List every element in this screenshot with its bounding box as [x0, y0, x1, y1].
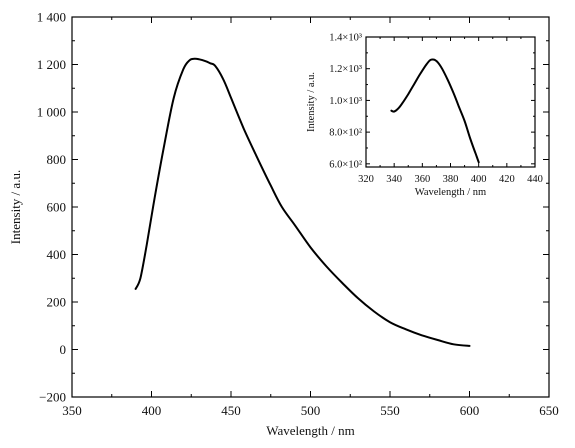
x-tick-label: 600: [460, 403, 480, 418]
inset-y-tick-label: 1.0×10³: [329, 96, 362, 107]
inset-y-tick-label: 1.4×10³: [329, 33, 362, 44]
inset-plot-frame: [365, 36, 536, 168]
inset-x-tick-label: 420: [499, 174, 515, 185]
x-axis-title: Wavelength / nm: [266, 423, 355, 438]
inset-x-tick-label: 320: [358, 174, 374, 185]
inset-series-line: [390, 58, 480, 164]
y-tick-label: 1 400: [37, 10, 66, 25]
y-axis-title: Intensity / a.u.: [8, 170, 23, 244]
y-tick-label: 600: [47, 200, 67, 215]
inset-plot: 320 340 360 380 400 420 440 6.0×10² 8.0×10² 1.0×1…: [306, 33, 543, 199]
inset-x-tick-label: 440: [527, 174, 543, 185]
y-tick-label: 200: [47, 295, 67, 310]
inset-x-tick-label: 360: [414, 174, 430, 185]
x-tick-label: 400: [142, 403, 162, 418]
inset-y-tick-label: 6.0×10²: [329, 159, 362, 170]
y-tick-label: 800: [47, 152, 67, 167]
y-tick-label: −200: [39, 390, 66, 405]
x-tick-label: 450: [221, 403, 241, 418]
x-tick-label: 650: [539, 403, 559, 418]
inset-x-axis-title: Wavelength / nm: [415, 187, 486, 198]
x-tick-label: 350: [62, 403, 82, 418]
x-tick-label: 550: [380, 403, 400, 418]
inset-x-tick-label: 340: [386, 174, 402, 185]
y-tick-label: 0: [60, 342, 67, 357]
inset-x-tick-label: 400: [471, 174, 487, 185]
inset-y-tick-label: 8.0×10²: [329, 128, 362, 139]
y-tick-label: 1 200: [37, 57, 66, 72]
y-tick-label: 400: [47, 247, 67, 262]
inset-y-axis-title: Intensity / a.u.: [306, 72, 317, 132]
y-tick-label: 1 000: [37, 105, 66, 120]
inset-x-tick-label: 380: [443, 174, 459, 185]
series-line: [134, 57, 471, 347]
main-plot: 350 400 450 500 550 600 650 −200 0 200 400 600 800 1 …: [8, 10, 559, 439]
inset-y-tick-label: 1.2×10³: [329, 64, 362, 75]
x-tick-label: 500: [301, 403, 321, 418]
